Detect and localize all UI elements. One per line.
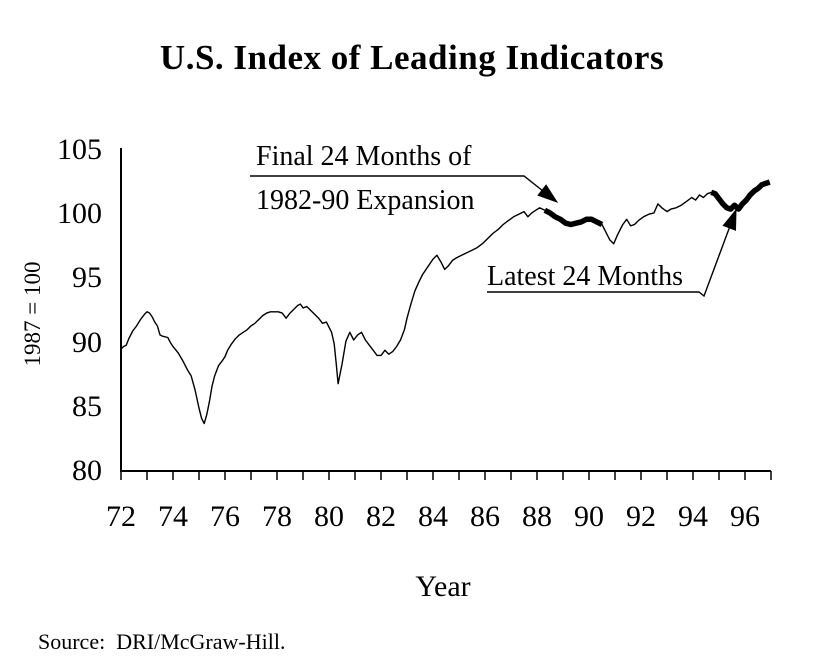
x-tick-label-72: 72 [106, 500, 136, 533]
y-axis-unit-label: 1987 = 100 [20, 261, 45, 367]
x-tick-label-96: 96 [730, 500, 760, 533]
annotation-expansion-line2: 1982-90 Expansion [256, 185, 475, 216]
annotation-latest-label: Latest 24 Months [487, 261, 683, 292]
annotation-expansion-label: Final 24 Months of 1982-90 Expansion [256, 141, 475, 216]
x-tick-label-88: 88 [522, 500, 552, 533]
highlight-final-24-months [543, 207, 604, 228]
y-tick-label-105: 105 [57, 133, 102, 166]
x-tick-label-90: 90 [574, 500, 604, 533]
x-tick-label-74: 74 [158, 500, 188, 533]
x-tick-label-92: 92 [626, 500, 656, 533]
leader-line-latest [487, 217, 734, 298]
x-tick-label-80: 80 [314, 500, 344, 533]
data-line-leading-indicators [120, 181, 770, 425]
x-tick-label-76: 76 [210, 500, 240, 533]
y-tick-label-85: 85 [72, 389, 102, 423]
x-tick-label-94: 94 [678, 500, 708, 533]
arrowhead-latest [722, 208, 737, 231]
source-note: Source: DRI/McGraw-Hill. [38, 629, 286, 654]
x-tick-label-78: 78 [262, 500, 292, 533]
y-tick-label-90: 90 [72, 325, 102, 359]
highlight-latest-24-months [710, 179, 771, 212]
x-tick-label-84: 84 [418, 500, 448, 533]
x-tick-label-86: 86 [470, 500, 500, 533]
y-tick-label-95: 95 [72, 261, 102, 295]
annotation-expansion-line1: Final 24 Months of [256, 141, 472, 172]
arrowhead-expansion [537, 184, 559, 203]
y-tick-label-100: 100 [57, 197, 102, 231]
chart-title: U.S. Index of Leading Indicators [159, 38, 665, 77]
y-tick-label-80: 80 [72, 454, 102, 487]
x-axis-title: Year [415, 570, 471, 603]
x-tick-label-82: 82 [366, 500, 396, 533]
